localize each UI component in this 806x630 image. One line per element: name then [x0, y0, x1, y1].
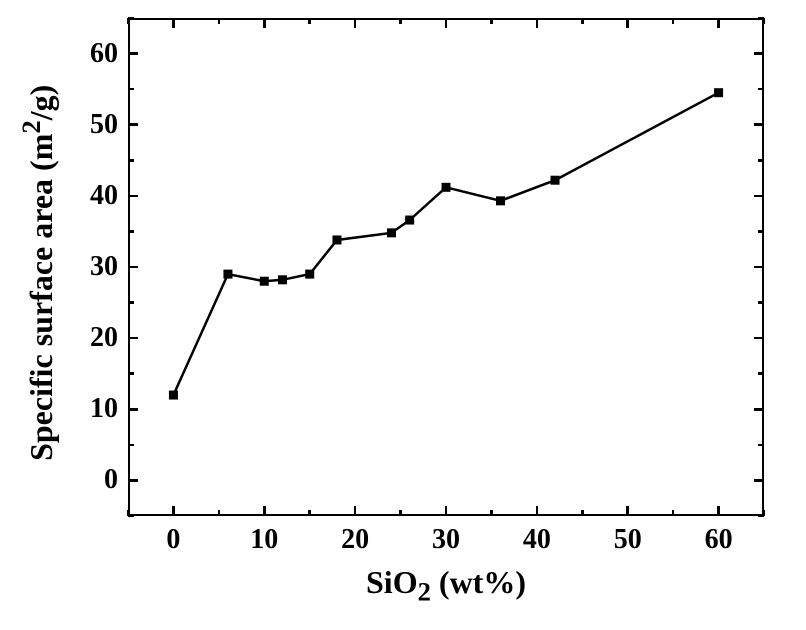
x-tick-minor-top: [218, 18, 221, 24]
y-tick-major-right: [754, 195, 764, 198]
y-tick-major: [128, 337, 138, 340]
x-tick-label: 0: [166, 524, 180, 556]
x-tick-label: 30: [432, 524, 460, 556]
x-tick-major-top: [354, 18, 357, 28]
y-tick-label: 50: [90, 109, 118, 141]
x-tick-minor-top: [308, 18, 311, 24]
y-tick-minor: [128, 230, 134, 233]
plot-area: [128, 18, 764, 516]
y-tick-label: 30: [90, 251, 118, 283]
x-tick-major-top: [536, 18, 539, 28]
y-tick-minor-right: [758, 230, 764, 233]
y-tick-minor-right: [758, 17, 764, 20]
x-tick-major: [536, 506, 539, 516]
y-tick-minor-right: [758, 515, 764, 518]
y-tick-minor: [128, 372, 134, 375]
y-tick-label: 0: [104, 464, 118, 496]
x-tick-minor-top: [490, 18, 493, 24]
x-tick-major: [445, 506, 448, 516]
y-tick-major: [128, 123, 138, 126]
x-tick-minor: [399, 510, 402, 516]
x-tick-minor: [581, 510, 584, 516]
x-tick-minor: [672, 510, 675, 516]
x-tick-minor: [308, 510, 311, 516]
x-tick-minor-top: [672, 18, 675, 24]
y-tick-minor-right: [758, 301, 764, 304]
y-tick-label: 40: [90, 180, 118, 212]
y-tick-minor-right: [758, 159, 764, 162]
x-tick-major: [172, 506, 175, 516]
x-tick-major-top: [172, 18, 175, 28]
y-tick-minor: [128, 159, 134, 162]
y-tick-major-right: [754, 479, 764, 482]
y-tick-major-right: [754, 123, 764, 126]
x-tick-major: [626, 506, 629, 516]
x-tick-label: 10: [250, 524, 278, 556]
y-tick-minor: [128, 17, 134, 20]
x-tick-major: [263, 506, 266, 516]
x-tick-minor: [490, 510, 493, 516]
x-tick-major-top: [445, 18, 448, 28]
y-tick-major: [128, 266, 138, 269]
x-tick-minor-top: [581, 18, 584, 24]
y-tick-label: 10: [90, 393, 118, 425]
x-tick-major: [717, 506, 720, 516]
y-tick-minor-right: [758, 372, 764, 375]
y-tick-major: [128, 52, 138, 55]
x-tick-label: 40: [523, 524, 551, 556]
chart-container: Specific surface area (m2/g) SiO2 (wt%) …: [0, 0, 806, 630]
y-tick-minor-right: [758, 444, 764, 447]
x-tick-major-top: [717, 18, 720, 28]
x-tick-minor: [218, 510, 221, 516]
y-tick-minor-right: [758, 88, 764, 91]
y-tick-major-right: [754, 337, 764, 340]
y-tick-minor: [128, 301, 134, 304]
y-axis-label: Specific surface area (m2/g): [16, 24, 60, 522]
x-tick-major: [354, 506, 357, 516]
y-tick-label: 20: [90, 322, 118, 354]
y-tick-major-right: [754, 408, 764, 411]
y-tick-minor: [128, 515, 134, 518]
y-tick-major: [128, 195, 138, 198]
y-tick-major-right: [754, 266, 764, 269]
x-tick-label: 60: [705, 524, 733, 556]
y-tick-major: [128, 479, 138, 482]
y-tick-major: [128, 408, 138, 411]
y-tick-minor: [128, 88, 134, 91]
y-tick-minor: [128, 444, 134, 447]
y-tick-major-right: [754, 52, 764, 55]
x-tick-minor-top: [399, 18, 402, 24]
x-tick-label: 50: [614, 524, 642, 556]
x-tick-major-top: [263, 18, 266, 28]
x-tick-label: 20: [341, 524, 369, 556]
x-axis-label: SiO2 (wt%): [128, 564, 764, 607]
x-tick-major-top: [626, 18, 629, 28]
y-tick-label: 60: [90, 38, 118, 70]
